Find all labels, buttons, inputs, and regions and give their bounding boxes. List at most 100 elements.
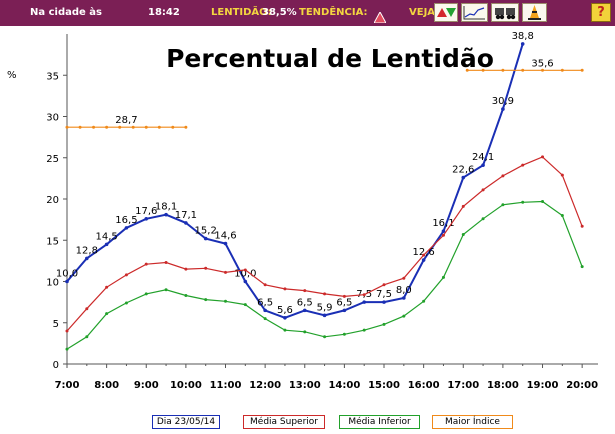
y-tick-label: 30: [46, 113, 59, 124]
lower-average-series-point: [144, 292, 148, 296]
lower-average-series-point: [184, 294, 188, 298]
y-tick-label: 35: [46, 71, 59, 82]
data-label: 30,9: [492, 96, 514, 107]
line-chart-icon: [463, 6, 485, 20]
slowness-label: LENTIDÃO:: [211, 7, 272, 18]
vehicles-button[interactable]: [491, 3, 519, 22]
top-toolbar: Na cidade às 18:42 LENTIDÃO: 38,5% TENDÊ…: [0, 0, 615, 26]
current-time: 18:42: [148, 7, 180, 18]
max-index-series-point: [92, 125, 96, 129]
day-series-point: [382, 300, 386, 304]
day-series-point: [144, 217, 149, 221]
chart-title: Percentual de Lentidão: [166, 44, 494, 73]
lower-average-series-point: [461, 232, 465, 236]
y-tick-label: 15: [46, 236, 59, 247]
data-label: 7,5: [376, 289, 392, 300]
day-series-point: [124, 226, 129, 230]
y-tick-label: 0: [53, 360, 59, 371]
line-chart-button[interactable]: [461, 3, 488, 22]
upper-average-series-point: [144, 262, 148, 266]
data-label: 12,6: [413, 247, 435, 258]
day-series-point: [501, 107, 505, 111]
upper-average-series-point: [441, 233, 445, 237]
day-series-point: [223, 241, 228, 246]
legend-item-day: Dia 23/05/14: [152, 415, 220, 429]
data-label: 22,6: [452, 165, 474, 176]
data-label: 18,1: [155, 202, 177, 213]
data-label: 16,1: [432, 218, 454, 229]
lower-average-series-point: [560, 214, 564, 217]
max-index-series-point: [105, 125, 109, 129]
upper-average-series-point: [303, 289, 307, 293]
x-tick-label: 10:00: [170, 380, 202, 391]
x-tick-label: 12:00: [249, 380, 281, 391]
lower-average-series-point: [124, 301, 128, 305]
upper-average-series-point: [541, 155, 545, 159]
lower-average-series-point: [204, 298, 208, 302]
upper-average-series-point: [501, 174, 505, 178]
data-label: 16,5: [115, 215, 137, 226]
trend-label: TENDÊNCIA:: [299, 7, 368, 18]
max-index-series-point: [465, 68, 469, 72]
x-tick-label: 7:00: [55, 380, 80, 391]
data-label: 17,1: [175, 210, 197, 221]
lower-average-series-point: [441, 275, 445, 279]
lower-average-series-point: [501, 203, 505, 207]
lower-average-series-point: [362, 328, 366, 332]
x-tick-label: 15:00: [368, 380, 400, 391]
legend-item-max-index: Maior Índice: [432, 415, 513, 429]
upper-average-series-point: [362, 293, 366, 297]
data-label: 38,8: [512, 31, 534, 42]
max-index-series-point: [521, 68, 525, 72]
day-series-point: [461, 175, 466, 180]
lower-average-series-point: [243, 303, 247, 307]
upper-average-series-point: [481, 188, 485, 192]
data-label: 5,9: [317, 302, 333, 313]
upper-average-series-point: [243, 268, 247, 272]
day-series-point: [441, 229, 446, 233]
day-series-point: [520, 42, 525, 46]
upper-average-series-point: [124, 273, 128, 277]
y-axis-label: %: [7, 70, 17, 81]
day-series-point: [203, 236, 208, 241]
max-index-label: 28,7: [115, 115, 137, 126]
up-down-arrows-button[interactable]: [434, 3, 458, 22]
day-series-point: [402, 296, 406, 300]
lower-average-series-point: [422, 299, 426, 303]
help-button[interactable]: ?: [591, 3, 611, 22]
y-tick-label: 20: [46, 195, 59, 206]
upper-average-series-point: [382, 283, 386, 287]
slowness-value: 38,5%: [262, 7, 297, 18]
upper-average-series-point: [560, 173, 564, 177]
x-tick-label: 13:00: [289, 380, 321, 391]
legend-item-upper-average: Média Superior: [243, 415, 325, 429]
lower-average-series-point: [263, 317, 267, 321]
lower-average-series-point: [541, 199, 545, 203]
max-index-series-point: [580, 68, 584, 72]
day-series-point: [362, 300, 367, 304]
triangle-up-icon: [373, 8, 387, 27]
y-tick-label: 10: [46, 278, 59, 289]
lower-average-series-point: [521, 200, 525, 204]
day-series-point: [65, 279, 69, 284]
upper-average-series-point: [65, 329, 69, 333]
data-label: 6,5: [297, 297, 313, 308]
upper-average-series-point: [580, 224, 584, 228]
lower-average-series-point: [85, 335, 89, 339]
upper-average-series-point: [342, 294, 346, 298]
traffic-cone-button[interactable]: [522, 3, 547, 22]
vehicles-icon: [495, 8, 516, 20]
day-series-point: [302, 308, 307, 313]
upper-average-series-point: [164, 261, 168, 265]
lower-average-series-point: [323, 335, 327, 339]
data-label: 10,0: [56, 269, 78, 280]
data-label: 14,5: [95, 231, 117, 242]
day-series-point: [322, 313, 327, 318]
x-tick-label: 18:00: [487, 380, 519, 391]
day-series-point: [263, 308, 267, 313]
lower-average-series-point: [65, 347, 69, 351]
x-tick-label: 11:00: [210, 380, 242, 391]
data-label: 15,2: [195, 226, 217, 237]
x-tick-label: 14:00: [328, 380, 360, 391]
see-label: VEJA :: [409, 7, 443, 18]
